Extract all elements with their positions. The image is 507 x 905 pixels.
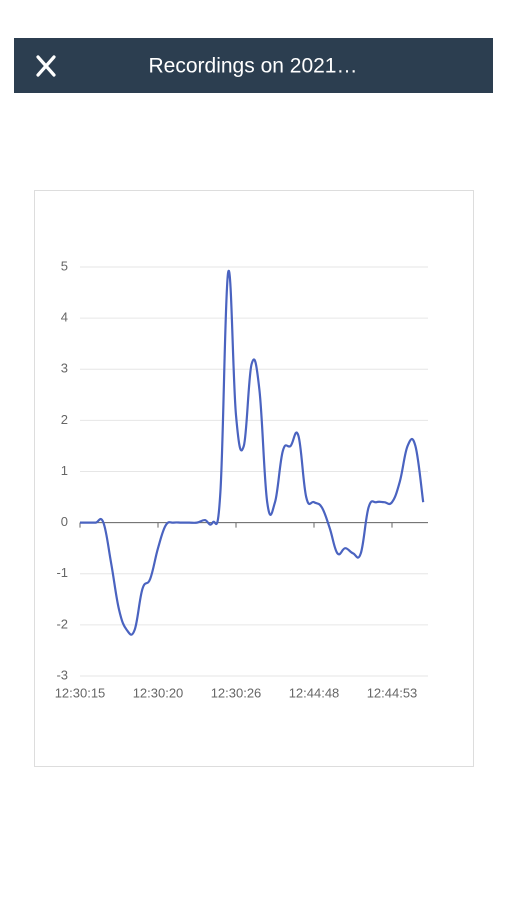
y-tick-label: -3 [56, 667, 68, 682]
header-bar [14, 38, 493, 93]
header-title: Recordings on 2021… [149, 55, 358, 78]
y-tick-label: 3 [61, 361, 68, 376]
y-tick-label: -2 [56, 616, 68, 631]
x-tick-label: 12:30:20 [133, 685, 184, 700]
data-line [80, 269, 425, 636]
x-tick-label: 12:44:53 [367, 685, 418, 700]
y-tick-label: 5 [61, 258, 68, 273]
y-tick-label: -1 [56, 565, 68, 580]
y-tick-label: 0 [61, 514, 68, 529]
close-button[interactable] [36, 55, 56, 77]
y-tick-label: 1 [61, 463, 68, 478]
x-tick-label: 12:30:15 [55, 685, 106, 700]
y-tick-label: 2 [61, 412, 68, 427]
x-tick-label: 12:44:48 [289, 685, 340, 700]
y-tick-label: 4 [61, 310, 68, 325]
chart-card [34, 190, 474, 767]
x-tick-label: 12:30:26 [211, 685, 262, 700]
